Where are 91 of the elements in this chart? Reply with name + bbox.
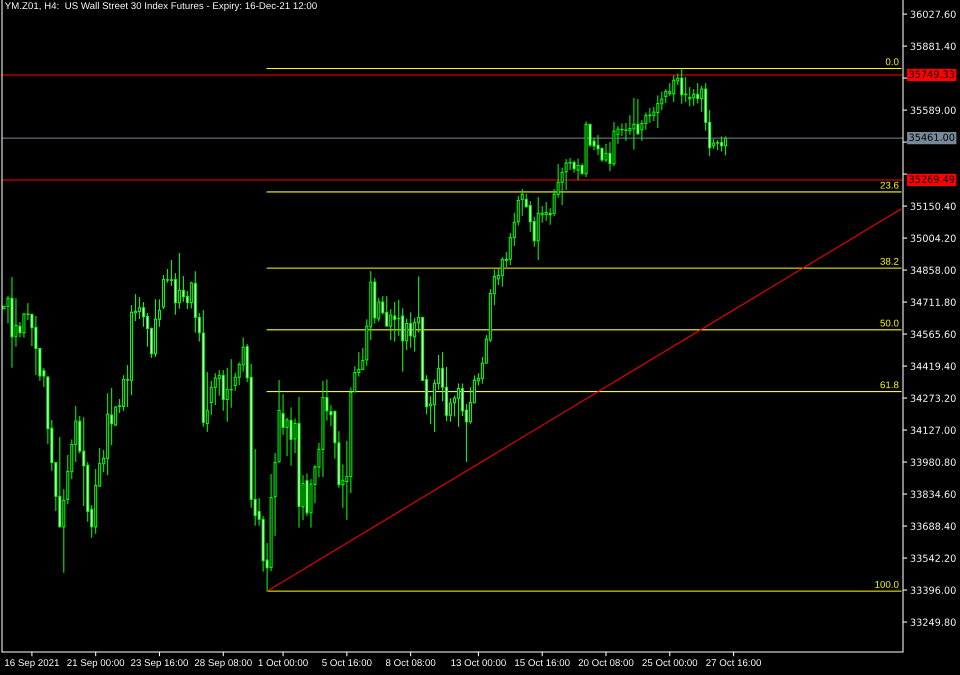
candlestick: [572, 160, 576, 174]
y-tick-label: 35004.20: [910, 234, 956, 242]
candlestick: [456, 382, 460, 428]
y-tick-label: 35150.40: [910, 202, 956, 210]
candlestick: [14, 298, 18, 348]
y-tick-label: 34711.80: [910, 298, 956, 306]
candlestick: [34, 316, 38, 376]
x-tick-label: 13 Oct 00:00: [451, 659, 506, 666]
candlestick: [178, 252, 181, 310]
candlestick: [620, 122, 624, 137]
y-tick-label: 33249.80: [910, 618, 956, 626]
chart-title: YM.Z01, H4: US Wall Street 30 Index Futures - Expiry: 16-Dec-21 12:00: [4, 2, 317, 12]
ref-line-label: 35461.00: [909, 134, 954, 141]
candlestick: [696, 82, 700, 104]
series-label: 23.6: [880, 182, 898, 189]
y-tick-label: 35589.00: [910, 106, 956, 114]
x-tick-label: 23 Sep 16:00: [131, 659, 188, 668]
x-tick-label: 5 Oct 16:00: [322, 659, 372, 666]
x-tick-label: 8 Oct 08:00: [386, 659, 436, 666]
candlestick: [656, 94, 660, 129]
series-label: 100.0: [875, 580, 899, 588]
candlestick: [652, 106, 656, 122]
y-tick-label: 33834.60: [910, 490, 956, 498]
candlestick: [680, 68, 684, 104]
candlestick: [544, 201, 548, 222]
y-tick-label: 34419.40: [910, 362, 956, 370]
candlestick: [210, 380, 213, 416]
candlestick: [688, 86, 692, 107]
y-tick-label: 33542.20: [910, 554, 956, 562]
y-tick-label: 34565.60: [910, 330, 956, 338]
candlestick: [142, 302, 146, 328]
candlestick: [22, 312, 26, 338]
candlestick: [716, 140, 720, 151]
y-tick-label: 33980.80: [910, 458, 956, 466]
candlestick: [218, 370, 221, 396]
y-tick-label: 34858.00: [910, 266, 956, 274]
x-tick-label: 1 Oct 00:00: [258, 659, 308, 666]
ref-line-label: 35269.49: [909, 175, 954, 183]
y-tick-label: 34127.00: [910, 426, 956, 434]
candlestick: [624, 122, 628, 142]
candlestick: [413, 317, 416, 352]
candlestick: [664, 88, 668, 104]
candlestick: [393, 302, 396, 342]
candlestick: [30, 312, 34, 347]
candlestick: [290, 406, 293, 466]
candlestick: [648, 108, 652, 124]
series-label: 38.2: [880, 258, 898, 265]
candlestick: [385, 296, 388, 328]
candlestick: [214, 372, 217, 406]
ref-line-label: 35749.33: [909, 70, 954, 78]
x-tick-label: 20 Oct 08:00: [578, 659, 634, 666]
candlestick: [230, 358, 233, 408]
candlestick: [576, 158, 580, 181]
x-tick-label: 21 Sep 00:00: [67, 659, 124, 668]
candlestick: [114, 405, 118, 427]
candlestick: [724, 136, 728, 156]
candlestick: [660, 91, 664, 111]
candlestick: [405, 318, 408, 350]
candlestick: [684, 76, 688, 103]
candlestick: [692, 88, 696, 106]
series-label: 61.8: [880, 381, 898, 388]
x-tick-label: 15 Oct 16:00: [515, 659, 570, 666]
candlestick: [500, 256, 504, 288]
x-tick-label: 27 Oct 16:00: [706, 659, 762, 666]
candlestick: [409, 312, 412, 348]
candlestick: [628, 114, 632, 136]
y-tick-label: 33688.40: [910, 522, 956, 530]
candlestick: [672, 74, 676, 103]
candlestick: [720, 136, 724, 152]
candlestick: [286, 417, 289, 457]
candlestick: [636, 98, 640, 136]
series-label: 0.0: [886, 58, 899, 66]
y-tick-label: 35881.40: [910, 42, 956, 50]
x-tick-label: 25 Oct 00:00: [642, 659, 698, 666]
series-label: 50.0: [880, 320, 899, 327]
candlestick: [604, 143, 608, 163]
candlestick: [138, 296, 142, 320]
candlestick: [389, 308, 392, 341]
candlestick: [668, 82, 672, 97]
y-tick-label: 34273.20: [910, 394, 956, 402]
x-tick-label: 28 Sep 08:00: [194, 659, 252, 668]
candlestick: [644, 112, 648, 130]
candlestick: [632, 98, 636, 150]
y-tick-label: 36027.60: [910, 10, 956, 18]
candlestick: [564, 158, 568, 190]
candlestick: [568, 158, 572, 171]
candlestick: [600, 147, 604, 162]
candlestick: [182, 275, 185, 302]
x-tick-label: 16 Sep 2021: [5, 659, 59, 668]
y-tick-label: 33396.00: [910, 586, 956, 594]
candlestick: [174, 272, 177, 316]
